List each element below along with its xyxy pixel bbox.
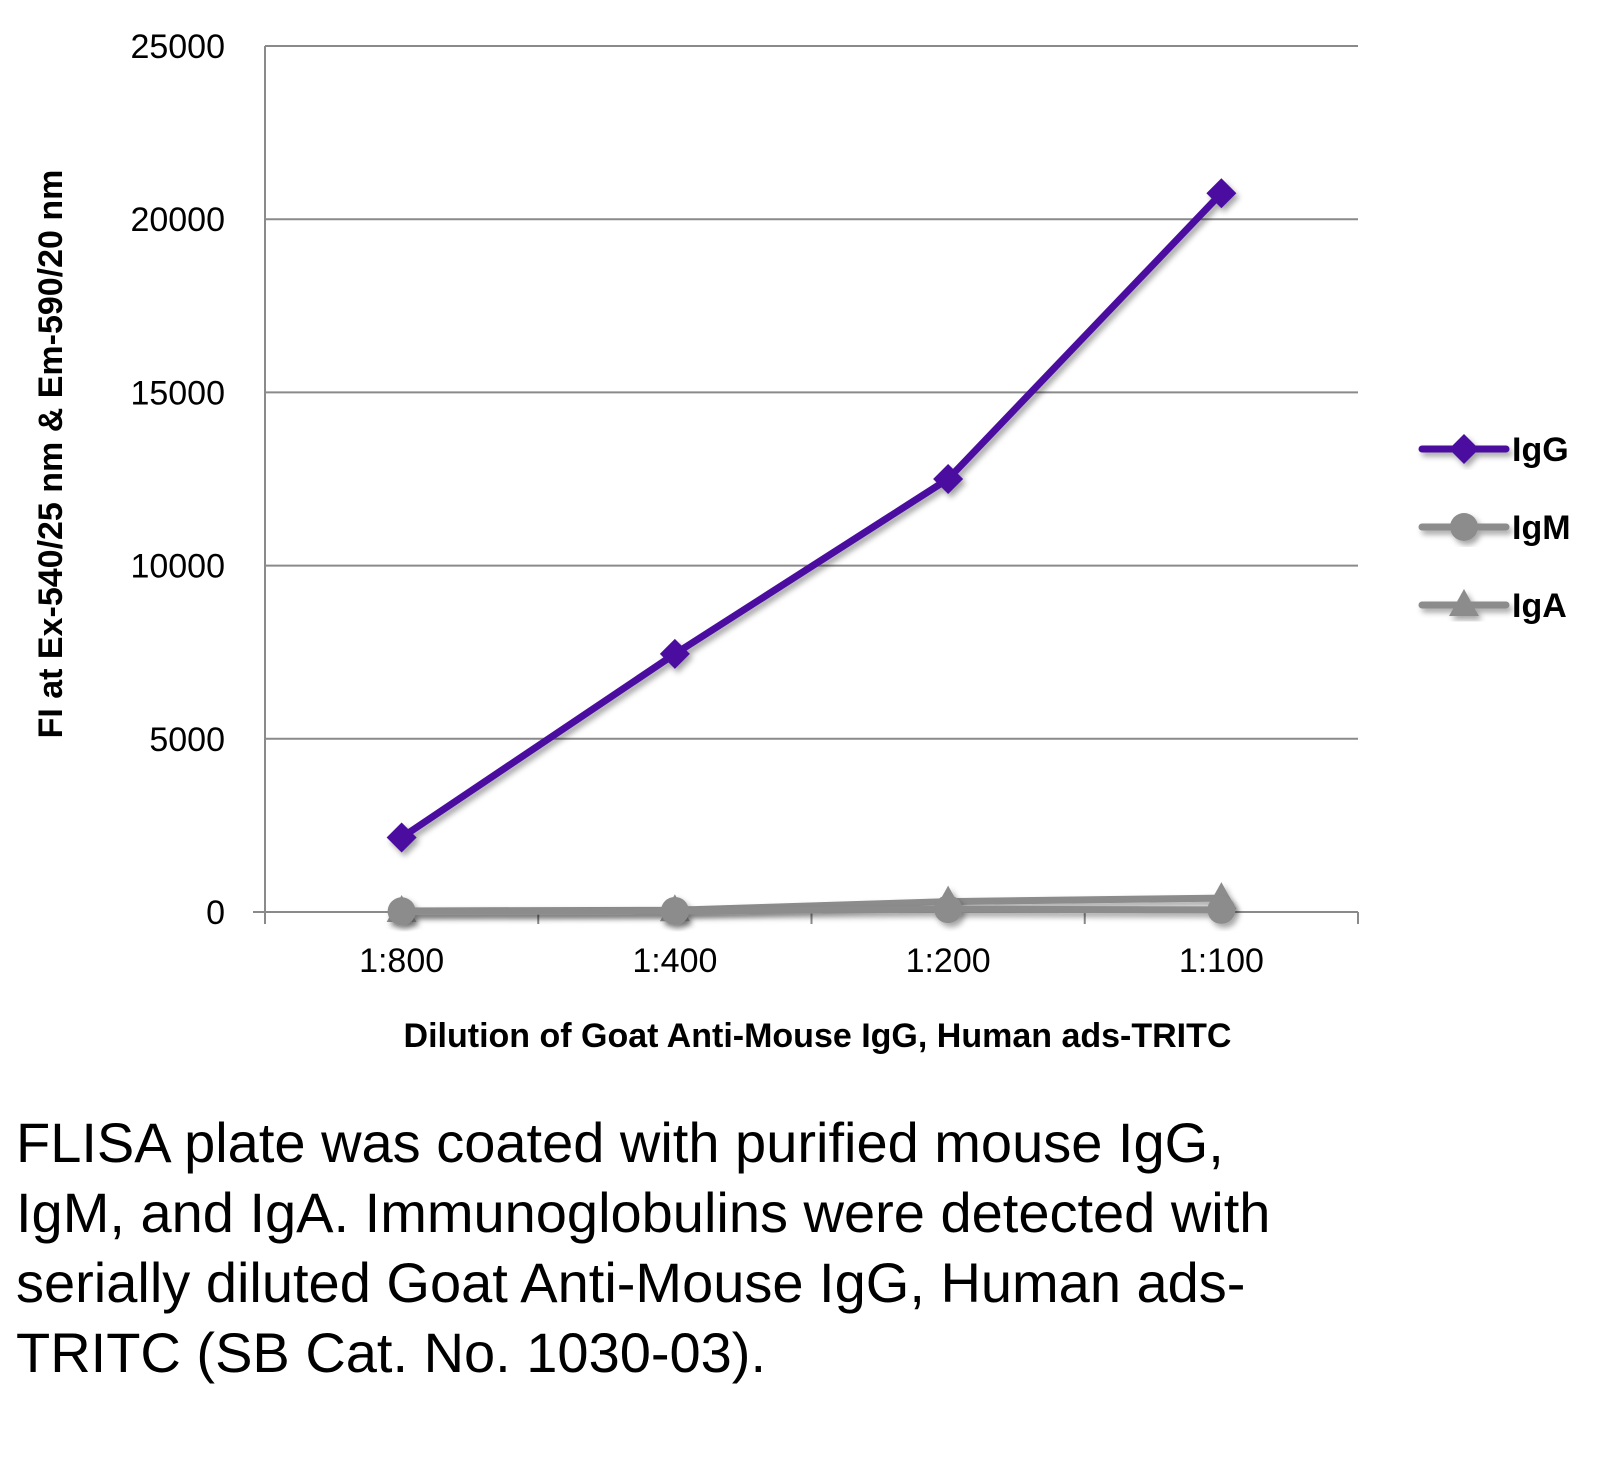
legend-label: IgA [1512, 587, 1567, 625]
legend-marker [1449, 434, 1479, 464]
data-point-igg [1206, 178, 1237, 209]
series-igm [387, 895, 1236, 926]
legend-item-iga [1418, 589, 1510, 616]
data-point-igm [1207, 895, 1236, 924]
y-tick-label: 20000 [130, 201, 225, 239]
x-tick-label: 1:800 [359, 942, 444, 980]
y-tick-label: 15000 [130, 374, 225, 412]
line-chart: 0 5000 10000 15000 20000 25000 1:800 1:400 1:200… [32, 28, 1571, 1055]
y-tick-label: 0 [206, 894, 225, 932]
x-tick-label: 1:400 [632, 942, 717, 980]
legend-item-igm [1418, 513, 1510, 541]
legend-label: IgM [1512, 509, 1571, 547]
y-tick-label: 5000 [149, 721, 225, 759]
legend-item-igg [1418, 434, 1510, 464]
x-tick-label: 1:200 [906, 942, 991, 980]
x-axis-title: Dilution of Goat Anti-Mouse IgG, Human a… [404, 1017, 1232, 1055]
series-line-igm [398, 905, 1225, 915]
legend-marker [1450, 513, 1478, 541]
data-point-igm [660, 896, 689, 925]
data-point-igg [659, 638, 690, 669]
data-point-igg [386, 822, 417, 853]
series-igg [386, 178, 1237, 853]
series-line-igg [398, 189, 1225, 842]
data-point-igm [387, 897, 416, 926]
legend-label: IgG [1512, 431, 1569, 469]
x-tick-label: 1:100 [1179, 942, 1264, 980]
y-tick-label: 25000 [130, 28, 225, 66]
data-point-igm [934, 895, 963, 924]
y-tick-label: 10000 [130, 548, 225, 586]
legend-marker [1449, 589, 1479, 616]
y-axis-title: FI at Ex-540/25 nm & Em-590/20 nm [32, 170, 70, 739]
data-point-igg [933, 464, 964, 494]
figure-caption: FLISA plate was coated with purified mou… [16, 1111, 1271, 1384]
